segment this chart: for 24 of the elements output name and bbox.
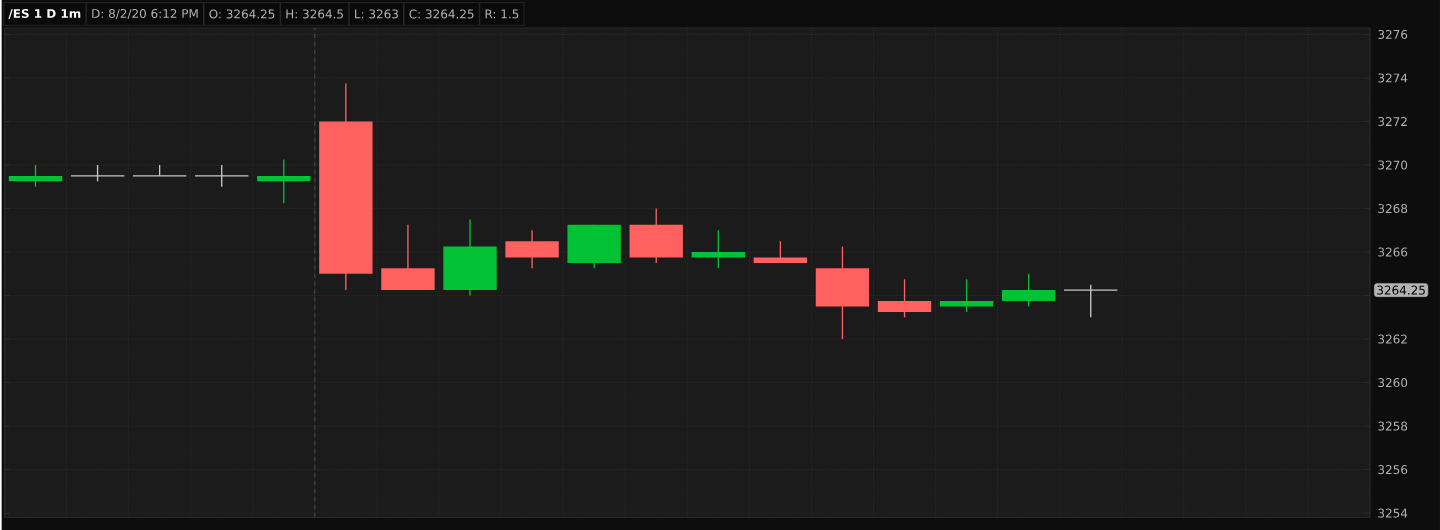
y-tick-label: 3254 — [1378, 508, 1408, 518]
y-tick-label: 3260 — [1378, 377, 1408, 387]
text: H: 3264.5 — [286, 9, 343, 19]
y-tick-label: 3258 — [1378, 421, 1408, 431]
candlestick — [1063, 283, 1119, 318]
y-tick-label: 3274 — [1378, 73, 1408, 83]
text: L: 3263 — [355, 9, 398, 19]
y-tick-label: 3268 — [1378, 203, 1408, 213]
y-tick-label: 3262 — [1378, 334, 1407, 344]
text: R: 1.5 — [485, 9, 519, 19]
y-tick-label: 3276 — [1378, 29, 1408, 39]
text: O: 3264.25 — [209, 9, 275, 19]
chart-title: /ES 1 D 1m — [8, 8, 81, 19]
y-tick-label: 3272 — [1378, 116, 1407, 126]
text: C: 3264.25 — [409, 9, 474, 19]
y-tick-label: 3266 — [1378, 247, 1408, 257]
candlestick — [939, 278, 994, 313]
y-tick-label: 3256 — [1378, 464, 1408, 474]
text: 3264.25 — [1377, 285, 1425, 295]
candlestick — [194, 164, 250, 188]
candlestick — [691, 229, 745, 269]
candlestick — [257, 158, 311, 204]
text: D: 8/2/20 6:12 PM — [92, 8, 198, 19]
y-tick-label: 3270 — [1378, 160, 1408, 170]
